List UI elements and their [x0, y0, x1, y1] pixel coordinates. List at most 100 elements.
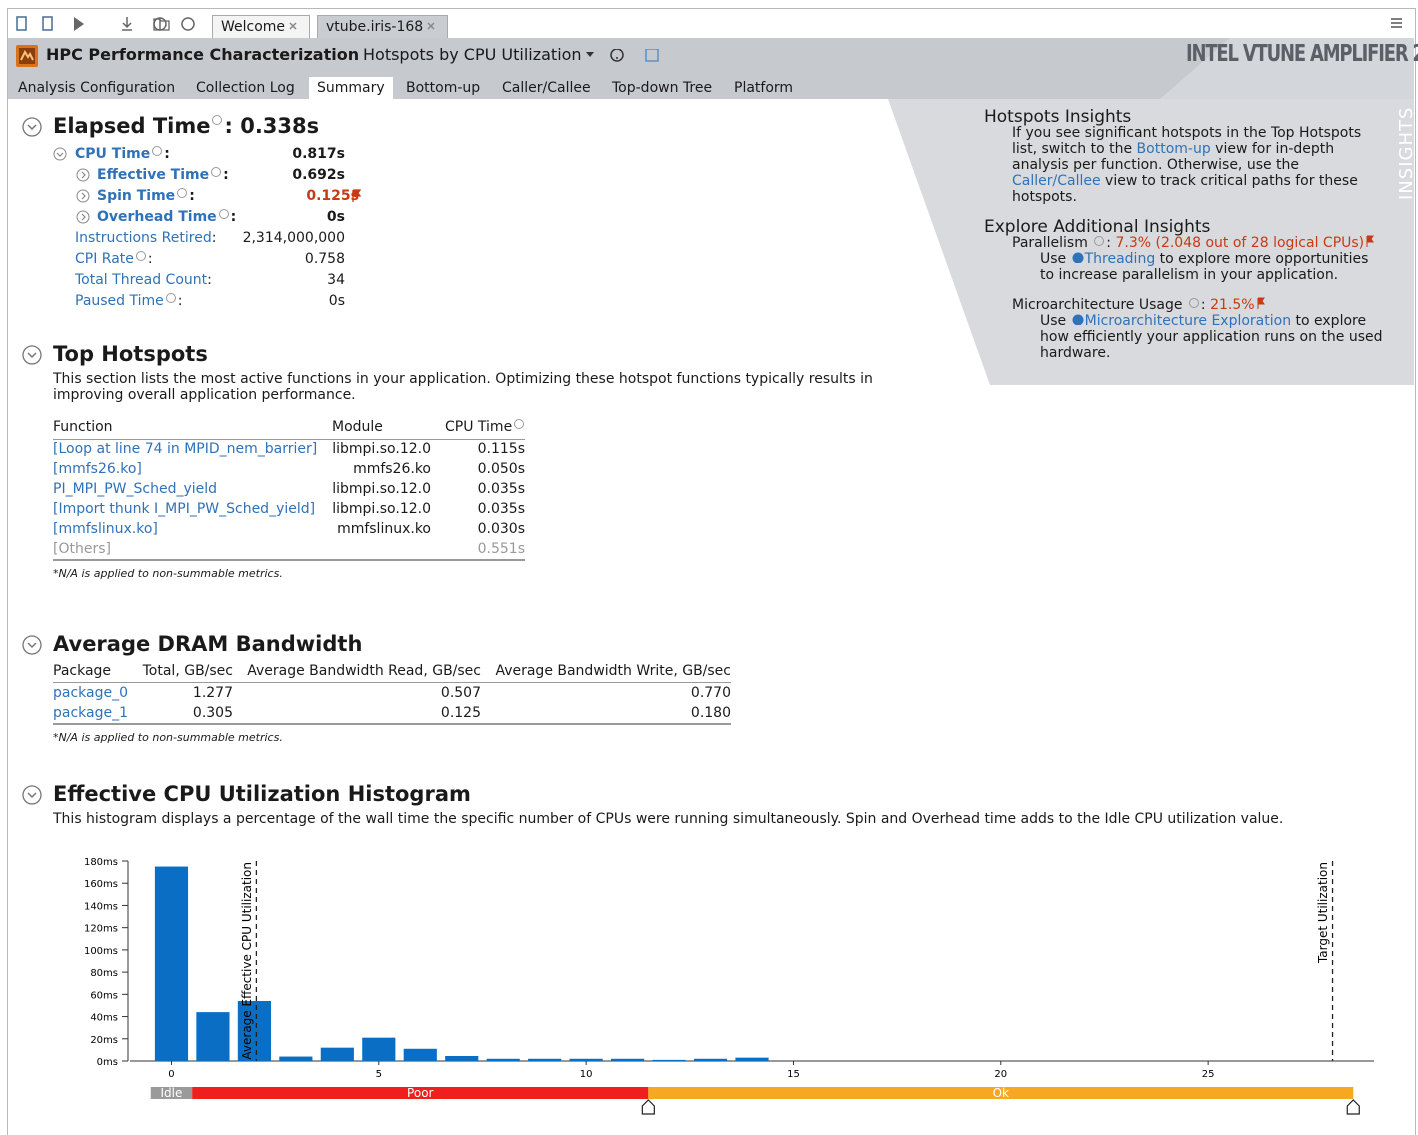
x-tick-label: 15: [787, 1069, 800, 1080]
collapse-toggle[interactable]: [22, 117, 44, 139]
nav-tab[interactable]: Top-down Tree: [612, 80, 713, 96]
nav-tab[interactable]: Summary: [309, 77, 393, 99]
rule: [53, 439, 525, 440]
section-title: Top Hotspots: [53, 342, 208, 366]
help-icon[interactable]: [135, 251, 146, 261]
utilization-range: [648, 1087, 1354, 1099]
close-icon[interactable]: [423, 21, 439, 31]
help-icon[interactable]: [165, 293, 176, 303]
nav-tab[interactable]: Bottom-up: [406, 80, 481, 96]
link[interactable]: Caller/Callee: [1012, 173, 1101, 189]
label-text: Paused Time: [75, 293, 164, 309]
nav-tab[interactable]: Caller/Callee: [502, 80, 591, 96]
metric-value: 0s: [326, 209, 345, 225]
metric-label: Spin Time: [97, 187, 195, 205]
help-icon[interactable]: [514, 419, 525, 429]
function-link[interactable]: [mmfslinux.ko]: [53, 521, 158, 537]
link[interactable]: Bottom-up: [1136, 141, 1211, 157]
module: libmpi.so.12.0: [332, 441, 431, 457]
module: mmfs26.ko: [353, 461, 431, 477]
icon-circle: [1072, 252, 1084, 264]
label-text: Spin Time: [97, 188, 176, 204]
bar: [403, 1048, 437, 1061]
insight-item: Parallelism 7.3% (2.048 out of 28 logica…: [1012, 235, 1375, 251]
help-icon[interactable]: [177, 188, 188, 198]
label-text: CPI Rate: [75, 251, 134, 267]
cpu-time: 0.551s: [477, 541, 525, 557]
expand-toggle[interactable]: [76, 210, 92, 226]
cpu-time: 0.035s: [477, 501, 525, 517]
brand-stripes: [1160, 38, 1414, 99]
module: libmpi.so.12.0: [332, 501, 431, 517]
icon-circle: [1072, 314, 1084, 326]
tab-label: Welcome: [221, 19, 286, 35]
flag-icon: [352, 189, 361, 202]
expand-toggle[interactable]: [76, 189, 92, 205]
colon: [1201, 297, 1206, 313]
close-icon[interactable]: [285, 21, 301, 31]
function-link[interactable]: [Others]: [53, 541, 111, 557]
section-title: Average DRAM Bandwidth: [53, 632, 363, 656]
insights-tab[interactable]: INSIGHTS: [1396, 106, 1417, 200]
bar: [569, 1058, 603, 1061]
label-text: Instructions Retired: [75, 230, 212, 246]
x-tick-label: 25: [1202, 1069, 1215, 1080]
column-header: Module: [332, 419, 383, 435]
app-title: HPC Performance Characterization: [46, 45, 360, 64]
function-link[interactable]: [mmfs26.ko]: [53, 461, 142, 477]
section-description: This section lists the most active funct…: [53, 371, 873, 403]
metric-value: 2,314,000,000: [242, 230, 345, 246]
help-icon[interactable]: [1094, 236, 1105, 246]
open-icon[interactable]: [150, 14, 174, 34]
section-description: This histogram displays a percentage of …: [53, 811, 1284, 827]
rule: [53, 682, 731, 683]
collapse-toggle[interactable]: [53, 147, 69, 163]
collapse-toggle[interactable]: [22, 635, 44, 657]
tab[interactable]: Welcome: [212, 15, 311, 38]
window-frame: [7, 8, 1416, 1135]
insight-item: Microarchitecture Usage 21.5%: [1012, 297, 1265, 313]
link[interactable]: Threading: [1084, 251, 1156, 267]
range-handle[interactable]: [641, 1099, 655, 1115]
footnote: *N/A is applied to non-summable metrics.: [53, 731, 283, 744]
range-handle[interactable]: [1346, 1099, 1360, 1115]
reference-label: Target Utilization: [1316, 862, 1330, 964]
help-icon[interactable]: [1188, 298, 1199, 308]
label-text: Effective Time: [97, 167, 210, 183]
header-icons[interactable]: [584, 49, 664, 63]
flag-icon: [1257, 297, 1265, 309]
bandwidth-value: 0.770: [690, 685, 731, 701]
range-label: Ok: [993, 1086, 1009, 1100]
y-tick-label: 180ms: [84, 857, 118, 868]
flag-icon: [1366, 235, 1375, 247]
function-link[interactable]: [Loop at line 74 in MPID_nem_barrier]: [53, 441, 318, 457]
bar: [528, 1058, 562, 1061]
function-link[interactable]: [Import thunk I_MPI_PW_Sched_yield]: [53, 501, 316, 517]
package-link[interactable]: package_0: [53, 685, 129, 701]
metric-value: 0.125s: [306, 188, 359, 204]
help-icon[interactable]: [211, 167, 222, 177]
nav-tab[interactable]: Platform: [734, 80, 794, 96]
insight-label: Parallelism: [1012, 235, 1088, 251]
link[interactable]: Microarchitecture Exploration: [1084, 313, 1292, 329]
tab[interactable]: vtube.iris-168: [317, 15, 449, 38]
utilization-range: [150, 1087, 193, 1099]
menu-icon[interactable]: [1390, 17, 1404, 29]
cpu-time: 0.115s: [477, 441, 525, 457]
insight-advice: Use Microarchitecture Exploration to exp…: [1040, 313, 1385, 361]
cpu-time: 0.050s: [477, 461, 525, 477]
nav-tab[interactable]: Analysis Configuration: [18, 80, 176, 96]
analysis-type[interactable]: Hotspots by CPU Utilization: [363, 45, 582, 64]
help-icon[interactable]: [152, 146, 163, 156]
expand-toggle[interactable]: [76, 168, 92, 184]
collapse-toggle[interactable]: [22, 345, 44, 367]
help-icon[interactable]: [218, 209, 229, 219]
collapse-toggle[interactable]: [22, 785, 44, 807]
nav-tab[interactable]: Collection Log: [196, 80, 295, 96]
function-link[interactable]: PI_MPI_PW_Sched_yield: [53, 481, 218, 497]
help-icon[interactable]: [212, 115, 223, 125]
x-tick-label: 5: [376, 1069, 382, 1080]
histogram-chart: 0ms 20ms 40ms 60ms 80ms 100ms 120ms 140ms 160ms 1…: [84, 857, 1374, 1115]
package-link[interactable]: package_1: [53, 705, 129, 721]
colon: [207, 272, 212, 288]
